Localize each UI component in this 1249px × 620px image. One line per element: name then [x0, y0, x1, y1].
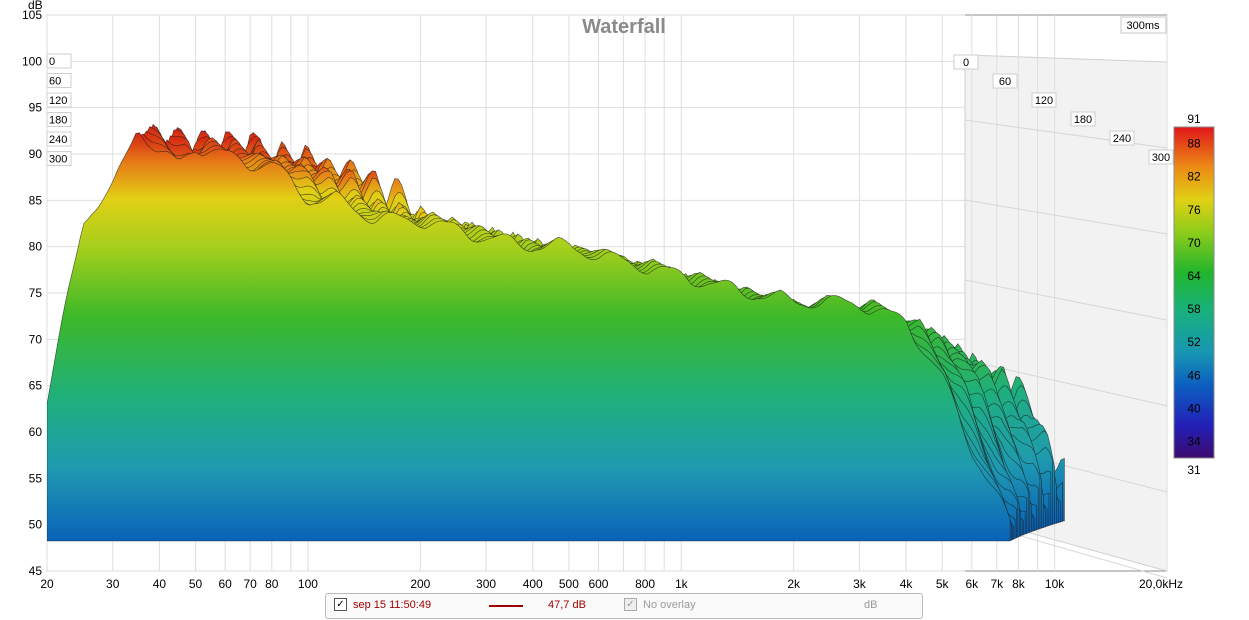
x-tick-label: 7k	[990, 577, 1004, 591]
time-axis-ticks: 0 60 120 180 240 300 0 60 120 180 240 300	[46, 53, 1174, 166]
y-tick-label: 80	[29, 240, 43, 254]
grid-perspective-line	[964, 199, 1168, 235]
x-tick-label: 3k	[853, 577, 867, 591]
colorbar-tick-label: 91	[1187, 112, 1201, 126]
svg-text:240: 240	[49, 134, 67, 146]
y-tick-label: 50	[29, 518, 43, 532]
x-tick-label: 5k	[936, 577, 950, 591]
measurement-legend: ✓ sep 15 11:50:49 47,7 dB ✓ No overlay d…	[325, 593, 923, 619]
svg-text:60: 60	[49, 76, 61, 88]
svg-text:120: 120	[49, 95, 67, 107]
y-tick-label: 90	[29, 147, 43, 161]
svg-text:180: 180	[1074, 114, 1092, 126]
y-tick-label: 45	[29, 564, 43, 578]
svg-text:180: 180	[49, 115, 67, 127]
colorbar-tick-label: 64	[1187, 269, 1201, 283]
x-tick-label: 1k	[675, 577, 689, 591]
svg-text:60: 60	[999, 76, 1011, 88]
svg-text:240: 240	[1113, 133, 1131, 145]
colorbar-tick-label: 58	[1187, 302, 1201, 316]
svg-text:0: 0	[49, 56, 55, 68]
x-tick-label: 40	[153, 577, 167, 591]
chart-title: Waterfall	[582, 16, 666, 38]
overlay-label: No overlay	[643, 599, 696, 611]
x-tick-label: 800	[635, 577, 655, 591]
time-tick-right: 240	[1109, 130, 1135, 146]
waterfall-slices	[47, 123, 1065, 542]
y-tick-label: 65	[29, 379, 43, 393]
waterfall-chart: 105 100 95 90 85 80 75 70 65 60 55 50 45 20 30 40 50 60 7…	[22, 0, 1215, 591]
time-tick-left: 60	[46, 73, 72, 88]
y-tick-label: 105	[22, 8, 42, 22]
x-tick-label: 50	[189, 577, 203, 591]
svg-text:0: 0	[963, 57, 969, 69]
time-tick-left: 300	[46, 151, 72, 166]
measurement-checkbox[interactable]: ✓	[334, 598, 347, 611]
colorbar-tick-label: 82	[1187, 170, 1201, 184]
x-tick-label: 60	[218, 577, 232, 591]
svg-text:300: 300	[1152, 152, 1170, 164]
colorbar-tick-label: 88	[1187, 137, 1201, 151]
y-tick-label: 55	[29, 471, 43, 485]
x-tick-label: 20	[40, 577, 54, 591]
colorbar-ticks: 91 88 82 76 70 64 58 52 46 40 34 31	[1187, 112, 1201, 477]
time-tick-right: 60	[992, 73, 1018, 89]
time-tick-left: 180	[46, 112, 72, 127]
svg-text:120: 120	[1035, 95, 1053, 107]
measurement-value: 47,7 dB	[548, 599, 586, 611]
colorbar-tick-label: 40	[1187, 401, 1201, 415]
y-tick-label: 75	[29, 286, 43, 300]
x-tick-label: 400	[523, 577, 543, 591]
svg-text:300: 300	[49, 154, 67, 166]
x-tick-label: 10k	[1045, 577, 1065, 591]
y-unit-label: dB	[28, 0, 43, 12]
x-tick-label: 600	[588, 577, 608, 591]
y-tick-label: 95	[29, 101, 43, 115]
time-tick-right: 180	[1070, 111, 1096, 127]
y-axis-ticks: 105 100 95 90 85 80 75 70 65 60 55 50 45	[22, 8, 42, 578]
time-window-box: 300ms	[1120, 16, 1167, 34]
grid-perspective-line	[964, 359, 1168, 407]
x-tick-label: 70	[243, 577, 257, 591]
x-tick-label: 4k	[900, 577, 914, 591]
overlay-checkbox[interactable]: ✓	[624, 598, 637, 611]
colorbar-tick-label: 76	[1187, 203, 1201, 217]
waterfall-slice	[47, 132, 1011, 542]
x-tick-label: 100	[298, 577, 318, 591]
colorbar-tick-label: 34	[1187, 434, 1201, 448]
x-axis-ticks: 20 30 40 50 60 70 80 100 200 300 400 500 600 800 1k 2k 3…	[40, 577, 1183, 591]
colorbar	[1173, 126, 1215, 459]
time-window-label: 300ms	[1126, 20, 1160, 32]
x-tick-label: 80	[265, 577, 279, 591]
measurement-label: sep 15 11:50:49	[353, 599, 432, 611]
x-tick-label: 30	[106, 577, 120, 591]
colorbar-tick-label: 31	[1187, 463, 1201, 477]
x-tick-label: 300	[476, 577, 496, 591]
y-tick-label: 100	[22, 54, 42, 68]
y-tick-label: 70	[29, 332, 43, 346]
measurement-line-swatch	[489, 605, 523, 607]
x-tick-label: 6k	[965, 577, 979, 591]
x-tick-label: 20,0kHz	[1139, 577, 1183, 591]
time-tick-right: 300	[1148, 149, 1174, 165]
time-tick-left: 120	[46, 92, 72, 108]
x-tick-label: 2k	[787, 577, 801, 591]
time-tick-left: 240	[46, 131, 72, 147]
y-tick-label: 85	[29, 193, 43, 207]
time-tick-right: 120	[1031, 92, 1057, 108]
colorbar-tick-label: 46	[1187, 368, 1201, 382]
grid-perspective-line	[964, 279, 1168, 321]
colorbar-tick-label: 70	[1187, 236, 1201, 250]
x-tick-label: 500	[559, 577, 579, 591]
time-tick-left: 0	[46, 53, 72, 69]
unit-label: dB	[864, 599, 878, 611]
colorbar-tick-label: 52	[1187, 335, 1201, 349]
x-tick-label: 200	[410, 577, 430, 591]
time-tick-right: 0	[953, 54, 979, 70]
y-tick-label: 60	[29, 425, 43, 439]
x-tick-label: 8k	[1012, 577, 1026, 591]
